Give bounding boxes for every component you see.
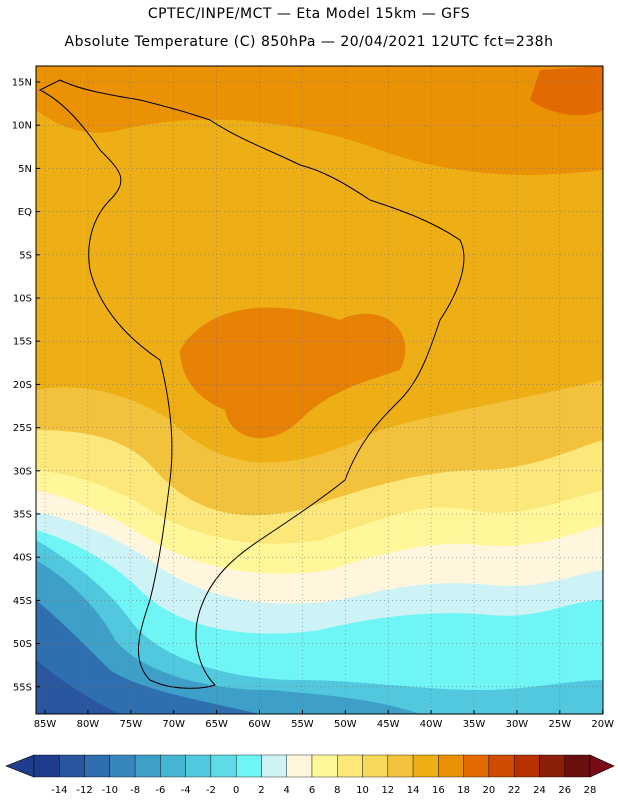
map-frame xyxy=(35,65,604,715)
lat-label: 5S xyxy=(19,250,32,261)
colorbar-swatch xyxy=(463,754,490,778)
colorbar-tick-label: 20 xyxy=(483,785,496,796)
colorbar-tick-label: 14 xyxy=(407,785,420,796)
colorbar-swatch xyxy=(84,754,111,778)
colorbar-tick-label: -6 xyxy=(155,785,165,796)
lon-label: 85W xyxy=(34,719,57,730)
colorbar-tick-label: -14 xyxy=(51,785,67,796)
colorbar-tick-label: -8 xyxy=(130,785,140,796)
chart-title-line1: CPTEC/INPE/MCT — Eta Model 15km — GFS xyxy=(147,6,471,22)
colorbar-tick-label: -2 xyxy=(206,785,216,796)
field-minus10 xyxy=(36,600,260,714)
lon-label: 20W xyxy=(591,719,614,730)
graticule xyxy=(36,66,604,714)
lat-label: 20S xyxy=(13,380,32,391)
coastlines xyxy=(38,79,465,689)
colorbar-tick-label: 6 xyxy=(309,785,315,796)
colorbar-swatch xyxy=(513,754,540,778)
colorbar-swatch xyxy=(210,754,237,778)
colorbar-tick-label: 16 xyxy=(432,785,445,796)
lon-label: 60W xyxy=(248,719,271,730)
south-america-coastline xyxy=(38,79,465,689)
lat-label: 5N xyxy=(18,164,32,175)
lon-label: 45W xyxy=(377,719,400,730)
colorbar-tick-label: 2 xyxy=(258,785,264,796)
colorbar-swatch xyxy=(286,754,313,778)
latitude-labels: 15N 10N 5N EQ 5S 10S 15S 20S 25S 30S 35S 40S 45S 50S 5… xyxy=(12,78,32,694)
colorbar-swatch xyxy=(438,754,464,778)
field-minus4 xyxy=(36,560,420,714)
lat-label: 40S xyxy=(13,553,32,564)
lat-label: 35S xyxy=(13,510,32,521)
chart-title-line2: Absolute Temperature (C) 850hPa — 20/04/… xyxy=(64,34,554,50)
lat-label: 30S xyxy=(13,466,32,477)
colorbar-tick-label: 0 xyxy=(233,785,239,796)
colorbar-swatch xyxy=(362,754,389,778)
colorbar-swatch xyxy=(109,754,136,778)
colorbar-swatch xyxy=(59,754,85,778)
colorbar-tick-label: -10 xyxy=(102,785,118,796)
lon-label: 40W xyxy=(420,719,443,730)
lat-label: 15S xyxy=(13,337,32,348)
colorbar-tick-label: -12 xyxy=(76,785,92,796)
lon-label: 70W xyxy=(162,719,185,730)
lon-label: 75W xyxy=(119,719,142,730)
lat-label: 10N xyxy=(12,121,32,132)
colorbar-swatch xyxy=(235,754,262,778)
colorbar-swatch xyxy=(412,754,439,778)
colorbar-tick-label: -4 xyxy=(181,785,191,796)
colorbar-tick-label: 24 xyxy=(533,785,546,796)
colorbar-swatch xyxy=(337,754,363,778)
colorbar-tick-label: 18 xyxy=(457,785,470,796)
longitude-labels: 85W 80W 75W 70W 65W 60W 55W 50W 45W 40W 35W 30W 25W 2… xyxy=(34,719,614,730)
colorbar-tick-label: 4 xyxy=(284,785,290,796)
lat-label: 55S xyxy=(13,682,32,693)
lat-label: 10S xyxy=(13,294,32,305)
colorbar-tick-label: 8 xyxy=(334,785,340,796)
colorbar-swatch xyxy=(160,754,186,778)
colorbar-tick-label: 22 xyxy=(508,785,521,796)
colorbar-tick-label: 12 xyxy=(381,785,394,796)
colorbar-swatch xyxy=(33,754,60,778)
lon-label: 30W xyxy=(506,719,529,730)
colorbar-tick-label: 10 xyxy=(356,785,369,796)
lon-label: 65W xyxy=(205,719,228,730)
colorbar-swatch xyxy=(311,754,338,778)
field-0-2 xyxy=(36,540,603,714)
lon-label: 25W xyxy=(548,719,571,730)
colorbar-left-arrow xyxy=(5,754,35,778)
colorbar-tick-label: 28 xyxy=(584,785,597,796)
lat-label: EQ xyxy=(18,207,32,218)
lat-label: 50S xyxy=(13,639,32,650)
colorbar: -14 -12 -10 -8 -6 -4 -2 0 2 4 6 8 10 12 14 16 18 20 22 24 26… xyxy=(5,754,615,796)
lon-label: 55W xyxy=(291,719,314,730)
temperature-field xyxy=(36,66,603,714)
lat-label: 25S xyxy=(13,423,32,434)
colorbar-tick-label: 26 xyxy=(558,785,571,796)
colorbar-swatch xyxy=(387,754,414,778)
colorbar-swatch xyxy=(539,754,565,778)
lon-label: 35W xyxy=(463,719,486,730)
field-minus12 xyxy=(36,660,120,714)
field-20-22 xyxy=(36,66,603,175)
lon-label: 80W xyxy=(77,719,100,730)
colorbar-swatch xyxy=(564,754,591,778)
lat-label: 15N xyxy=(12,78,32,89)
lat-label: 45S xyxy=(13,596,32,607)
colorbar-swatch xyxy=(185,754,212,778)
colorbar-swatch xyxy=(261,754,287,778)
colorbar-swatch xyxy=(134,754,161,778)
colorbar-right-arrow xyxy=(589,754,615,778)
field-22-24 xyxy=(530,66,603,116)
field-interior-core xyxy=(180,307,406,439)
lon-label: 50W xyxy=(334,719,357,730)
colorbar-swatch xyxy=(488,754,515,778)
